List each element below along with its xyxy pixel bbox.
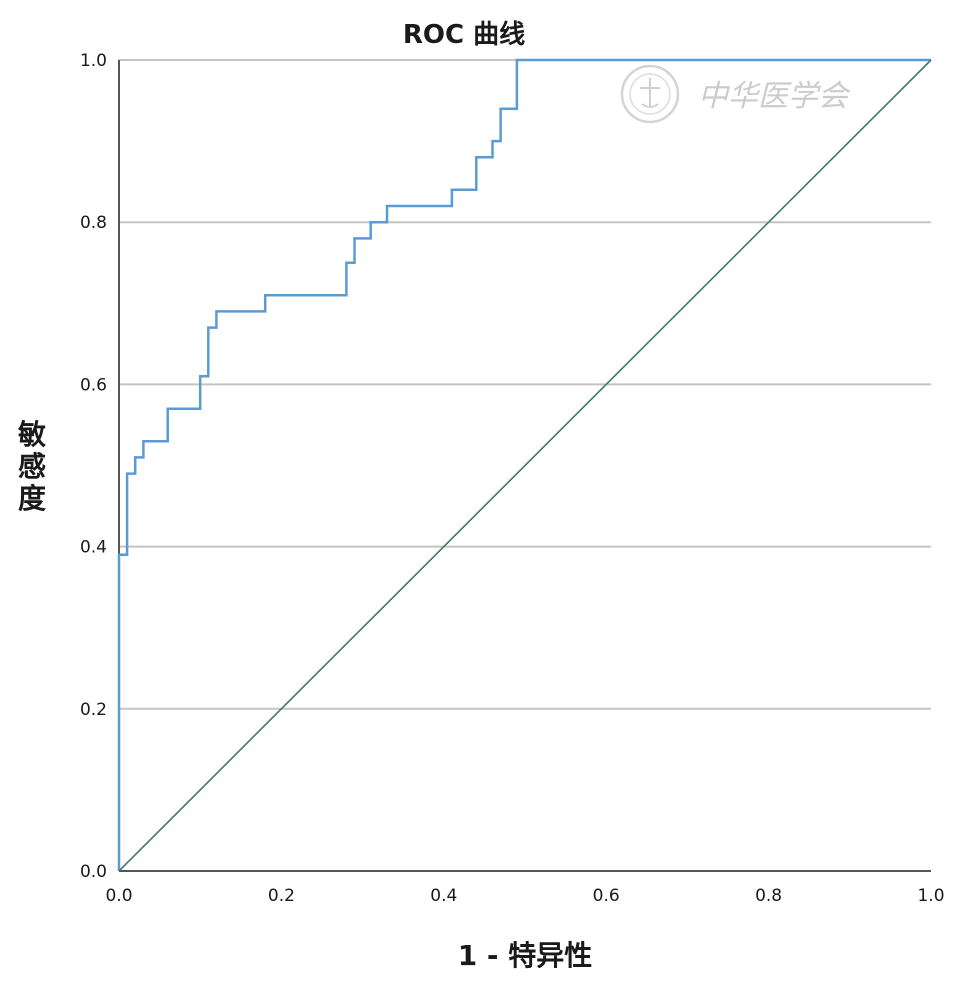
y-tick-label: 0.2 bbox=[80, 700, 107, 720]
y-tick-label: 0.8 bbox=[80, 213, 107, 233]
watermark-text: 中华医学会 bbox=[698, 79, 851, 114]
tick-labels: 0.0 0.2 0.4 0.6 0.8 1.0 0.0 0.2 0.4 0.6 0.8 1.0 bbox=[80, 51, 945, 906]
society-seal-icon bbox=[620, 64, 680, 124]
y-tick-label: 0.4 bbox=[80, 538, 107, 558]
reference-diagonal-line bbox=[118, 59, 932, 872]
x-tick-label: 0.2 bbox=[268, 886, 295, 906]
y-axis-label-char: 敏 bbox=[17, 418, 46, 451]
y-axis-label: 敏感度 bbox=[17, 418, 46, 515]
y-tick-label: 0.0 bbox=[80, 862, 107, 882]
x-tick-label: 1.0 bbox=[917, 886, 944, 906]
y-axis-label-char: 感 bbox=[18, 450, 46, 483]
x-tick-label: 0.6 bbox=[593, 886, 620, 906]
roc-curve-line bbox=[117, 58, 931, 871]
x-tick-label: 0.0 bbox=[105, 886, 132, 906]
series bbox=[117, 58, 932, 872]
x-tick-label: 0.8 bbox=[755, 886, 782, 906]
y-tick-label: 1.0 bbox=[80, 51, 107, 71]
x-axis-label: 1 - 特异性 bbox=[458, 939, 593, 972]
watermark: 中华医学会 bbox=[620, 64, 851, 124]
y-tick-label: 0.6 bbox=[80, 375, 107, 395]
x-tick-label: 0.4 bbox=[430, 886, 457, 906]
chart-title: ROC 曲线 bbox=[403, 20, 525, 50]
y-axis-label-char: 度 bbox=[18, 482, 46, 515]
grid bbox=[119, 59, 931, 710]
